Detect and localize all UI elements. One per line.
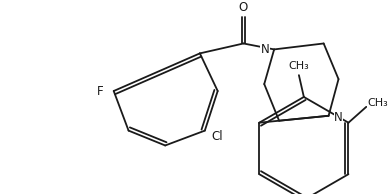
Text: N: N: [334, 111, 343, 124]
Text: Cl: Cl: [211, 130, 223, 143]
Text: F: F: [96, 85, 103, 98]
Text: CH₃: CH₃: [368, 98, 388, 108]
Text: CH₃: CH₃: [289, 61, 309, 71]
Text: O: O: [239, 1, 248, 14]
Text: N: N: [261, 43, 270, 56]
